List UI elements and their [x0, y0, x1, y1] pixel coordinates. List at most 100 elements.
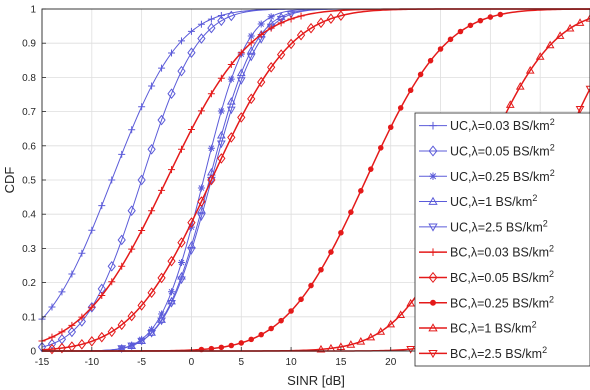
data-point [227, 75, 235, 83]
data-point [386, 319, 396, 328]
data-point [267, 24, 275, 32]
data-point [555, 31, 565, 39]
data-point [157, 114, 166, 126]
data-point [377, 145, 384, 151]
data-point [268, 325, 274, 332]
x-axis-label: SINR [dB] [287, 373, 345, 388]
legend-marker [428, 323, 438, 332]
data-point [48, 303, 56, 311]
legend-entry: UC,λ=0.05 BS/km2 [419, 142, 555, 158]
data-point [417, 71, 424, 78]
data-point [97, 331, 106, 343]
legend-label-superscript: 2 [550, 117, 555, 127]
data-point [207, 144, 215, 152]
data-point [236, 77, 246, 85]
legend-label-text: UC,λ=2.5 BS/km [450, 220, 543, 234]
data-point [168, 288, 176, 296]
data-point [336, 10, 346, 21]
data-point [68, 270, 76, 278]
legend-label-text: BC,λ=0.05 BS/km [450, 271, 549, 285]
y-tick-label: 0.3 [22, 244, 36, 255]
data-point [356, 337, 366, 345]
data-point [167, 300, 176, 308]
data-point [177, 258, 185, 266]
legend-marker [428, 271, 438, 284]
data-point [227, 10, 236, 22]
data-point [187, 47, 196, 59]
data-point [406, 346, 416, 354]
data-point [236, 68, 246, 77]
legend-label-superscript: 2 [532, 320, 537, 330]
legend-entry: BC,λ=0.25 BS/km2 [419, 294, 554, 310]
data-point [575, 18, 585, 26]
data-point [67, 326, 77, 338]
data-point [396, 310, 406, 318]
data-point [406, 298, 416, 307]
legend-label-text: BC,λ=1 BS/km [450, 322, 532, 336]
data-point [137, 174, 146, 186]
data-point [306, 22, 316, 34]
data-point [158, 186, 166, 194]
legend-label-superscript: 2 [542, 345, 547, 355]
data-point [117, 319, 126, 331]
legend-entry: BC,λ=0.05 BS/km2 [419, 269, 554, 285]
data-point [107, 326, 116, 338]
data-point [197, 196, 206, 207]
data-point [87, 335, 96, 347]
data-point [316, 344, 326, 353]
legend-label-superscript: 2 [549, 244, 554, 254]
x-tick-label: 15 [335, 357, 347, 368]
data-point [278, 317, 284, 324]
data-point [158, 64, 166, 72]
legend-label: BC,λ=0.25 BS/km2 [450, 294, 554, 310]
legend-label: UC,λ=1 BS/km2 [450, 193, 537, 209]
data-point [287, 15, 295, 23]
legend-marker [429, 121, 437, 130]
data-point [575, 105, 585, 114]
data-point [427, 57, 434, 64]
data-point [207, 22, 216, 34]
data-point [177, 65, 186, 77]
y-tick-label: 0.6 [22, 141, 36, 152]
y-tick-label: 0.2 [22, 278, 36, 289]
data-point [88, 226, 96, 234]
data-point [286, 38, 296, 50]
data-point [376, 327, 386, 335]
data-point [197, 33, 206, 44]
data-point [545, 40, 555, 49]
data-point [505, 100, 515, 108]
legend-label: BC,λ=2.5 BS/km2 [450, 345, 547, 361]
data-point [326, 13, 336, 25]
data-point [98, 291, 106, 299]
legend-entry: BC,λ=1 BS/km2 [419, 320, 537, 336]
data-point [48, 333, 56, 341]
legend-label-text: BC,λ=0.03 BS/km [450, 246, 549, 260]
data-point [407, 87, 414, 94]
data-point [467, 22, 474, 29]
data-point [227, 61, 235, 69]
x-tick-label: -15 [35, 357, 50, 368]
data-point [137, 337, 146, 346]
legend-box [414, 112, 590, 367]
data-point [247, 39, 255, 47]
data-point [237, 112, 246, 123]
y-tick-label: 0.7 [22, 107, 36, 118]
data-point [127, 205, 136, 217]
data-point [187, 27, 195, 35]
data-point [57, 342, 67, 354]
data-point [366, 332, 376, 341]
legend-label-superscript: 2 [532, 193, 537, 203]
data-point [147, 143, 156, 155]
data-point [226, 97, 236, 105]
legend-marker [429, 248, 437, 256]
data-point [217, 153, 226, 164]
legend-label-text: BC,λ=0.25 BS/km [450, 296, 549, 310]
data-point [118, 262, 126, 270]
data-point [267, 61, 276, 73]
data-point [68, 321, 76, 329]
data-point [397, 105, 404, 111]
data-point [127, 310, 136, 322]
x-tick-label: -5 [137, 357, 146, 368]
data-point [128, 341, 136, 349]
legend-label-superscript: 2 [543, 218, 548, 228]
